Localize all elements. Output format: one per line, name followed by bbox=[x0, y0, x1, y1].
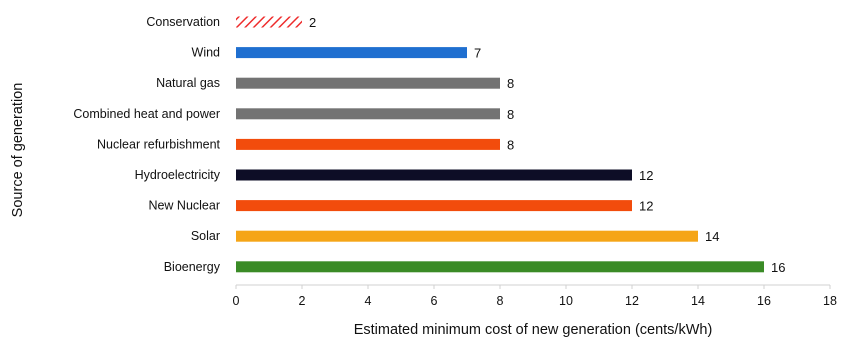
value-label: 8 bbox=[507, 137, 514, 152]
x-tick-label: 16 bbox=[757, 294, 771, 308]
value-label: 16 bbox=[771, 260, 785, 275]
bar-row: Combined heat and power 8 bbox=[73, 107, 514, 122]
bar bbox=[236, 47, 467, 59]
x-tick-label: 14 bbox=[691, 294, 705, 308]
value-label: 12 bbox=[639, 199, 653, 214]
x-tick-label: 18 bbox=[823, 294, 837, 308]
bar-row: Hydroelectricity 12 bbox=[135, 168, 654, 183]
bar-row: Bioenergy 16 bbox=[164, 260, 786, 275]
bar-row: Nuclear refurbishment 8 bbox=[97, 137, 514, 152]
bar-row: Natural gas 8 bbox=[156, 76, 514, 91]
category-label: Solar bbox=[191, 229, 220, 243]
x-axis-title: Estimated minimum cost of new generation… bbox=[354, 322, 713, 338]
bar-row: New Nuclear 12 bbox=[148, 199, 653, 214]
x-tick-label: 10 bbox=[559, 294, 573, 308]
x-tick-label: 12 bbox=[625, 294, 639, 308]
category-label: Wind bbox=[192, 46, 221, 60]
bar bbox=[236, 169, 632, 181]
x-tick-label: 2 bbox=[299, 294, 306, 308]
category-label: Bioenergy bbox=[164, 260, 221, 274]
category-label: Hydroelectricity bbox=[135, 168, 221, 182]
value-label: 7 bbox=[474, 46, 481, 61]
category-label: Nuclear refurbishment bbox=[97, 137, 220, 151]
bar bbox=[236, 77, 500, 89]
value-label: 8 bbox=[507, 76, 514, 91]
value-label: 8 bbox=[507, 107, 514, 122]
x-tick-label: 0 bbox=[233, 294, 240, 308]
bar bbox=[236, 261, 764, 273]
bar bbox=[236, 230, 698, 242]
x-tick-label: 8 bbox=[497, 294, 504, 308]
category-label: Natural gas bbox=[156, 76, 220, 90]
value-label: 14 bbox=[705, 229, 719, 244]
category-label: Combined heat and power bbox=[73, 107, 220, 121]
value-label: 12 bbox=[639, 168, 653, 183]
x-tick-label: 6 bbox=[431, 294, 438, 308]
category-label: New Nuclear bbox=[148, 199, 220, 213]
x-axis-ticks: 0 2 4 6 8 10 12 14 16 18 bbox=[233, 285, 837, 308]
bar bbox=[236, 108, 500, 120]
value-label: 2 bbox=[309, 15, 316, 30]
bar bbox=[236, 16, 302, 28]
y-axis-title: Source of generation bbox=[10, 83, 26, 218]
category-label: Conservation bbox=[146, 15, 220, 29]
bar bbox=[236, 200, 632, 212]
bar-row: Solar 14 bbox=[191, 229, 720, 244]
bar bbox=[236, 138, 500, 150]
x-tick-label: 4 bbox=[365, 294, 372, 308]
bar-row: Wind 7 bbox=[192, 46, 482, 61]
bar-row: Conservation 2 bbox=[146, 15, 316, 30]
